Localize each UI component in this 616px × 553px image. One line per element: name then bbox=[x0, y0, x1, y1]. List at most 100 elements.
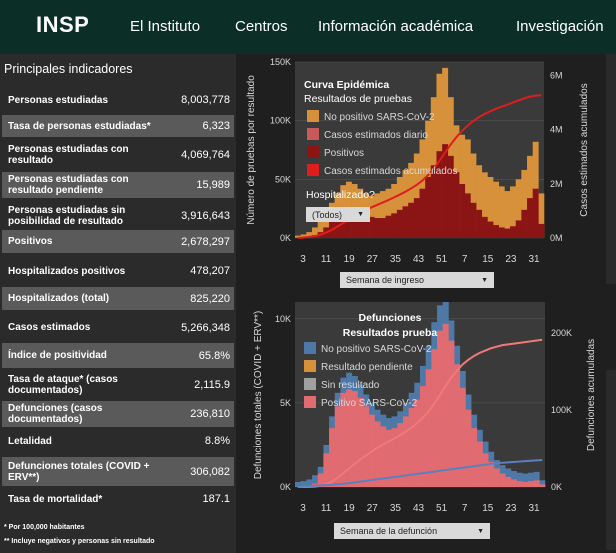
y2-tick-label: 0M bbox=[550, 233, 563, 243]
indicator-row: Hospitalizados positivos 478,207 bbox=[2, 259, 234, 283]
nav-centros[interactable]: Centros bbox=[235, 18, 288, 35]
indicator-label: Índice de positividad bbox=[8, 350, 107, 361]
positive-deaths-bar bbox=[391, 428, 398, 487]
hospitalized-filter-label: Hospitalizado? bbox=[306, 189, 375, 201]
positive-deaths-bar bbox=[323, 453, 330, 487]
legend-label: Sin resultado bbox=[321, 380, 380, 391]
positive-deaths-bar bbox=[465, 409, 472, 487]
negative-bar bbox=[385, 188, 392, 238]
positive-deaths-bar bbox=[459, 387, 466, 487]
positive-bar bbox=[504, 228, 511, 238]
indicator-row: Positivos 2,678,297 bbox=[2, 230, 234, 253]
negative-bar bbox=[476, 165, 483, 238]
indicator-label: Tasa de personas estudiadas* bbox=[8, 120, 151, 132]
negative-deaths-bar bbox=[539, 480, 546, 487]
x-tick-label: 23 bbox=[505, 254, 517, 265]
indicator-label: Hospitalizados (total) bbox=[8, 293, 110, 304]
indicator-value: 5,266,348 bbox=[181, 321, 230, 334]
positive-deaths-bar bbox=[505, 476, 512, 487]
indicator-value: 478,207 bbox=[190, 265, 230, 277]
positive-bar bbox=[470, 202, 477, 238]
indicator-label: Tasa de mortalidad* bbox=[8, 493, 103, 505]
x-tick-label: 15 bbox=[482, 254, 494, 265]
x-tick-label: 51 bbox=[436, 503, 448, 514]
negative-deaths-bar bbox=[533, 471, 540, 487]
positive-deaths-bar bbox=[329, 428, 336, 487]
week-of-death-label: Semana de la defunción bbox=[340, 526, 438, 536]
x-tick-label: 27 bbox=[367, 254, 379, 265]
positive-deaths-bar bbox=[454, 364, 461, 487]
positive-deaths-bar bbox=[397, 423, 404, 487]
y-tick-label: 0K bbox=[280, 233, 291, 243]
positive-bar bbox=[510, 226, 517, 238]
chart-title: Curva Epidémica bbox=[304, 79, 389, 91]
legend-swatch bbox=[307, 128, 319, 140]
epidemic-curve-chart[interactable]: 0K 50K 100K 150K 0M 2M 4M 6M 3 11 19 27 35 43 51 7 15 23 3… bbox=[0, 0, 616, 300]
x-tick-label: 19 bbox=[344, 254, 356, 265]
x-tick-label: 31 bbox=[528, 503, 540, 514]
positive-deaths-bar bbox=[437, 330, 444, 487]
insp-logo[interactable]: INSP bbox=[36, 12, 90, 37]
x-tick-label: 11 bbox=[321, 503, 332, 514]
x-tick-label: 11 bbox=[321, 254, 332, 265]
y2-tick-label: 100K bbox=[551, 405, 572, 415]
negative-bar bbox=[402, 169, 409, 238]
hospitalized-filter-dropdown[interactable]: (Todos) ▼ bbox=[306, 207, 370, 222]
positive-bar bbox=[447, 155, 454, 238]
y2-tick-label: 0K bbox=[551, 482, 562, 492]
positive-bar bbox=[408, 202, 415, 238]
positive-bar bbox=[340, 211, 347, 238]
y2-tick-label: 6M bbox=[550, 71, 563, 81]
negative-bar bbox=[515, 179, 522, 238]
positive-bar bbox=[459, 184, 466, 238]
right-side-panel bbox=[606, 54, 616, 284]
negative-deaths-bar bbox=[306, 479, 313, 487]
cumulative-negative-deaths-line bbox=[297, 459, 543, 488]
chart-subtitle: Resultados prueba bbox=[343, 327, 438, 339]
nav-investigacion[interactable]: Investigación bbox=[516, 18, 604, 35]
negative-bar bbox=[306, 232, 313, 238]
y2-axis-title: Casos estimados acumulados bbox=[579, 83, 590, 216]
positive-bar bbox=[436, 151, 443, 238]
y-tick-label: 0K bbox=[280, 482, 291, 492]
positive-bar bbox=[430, 165, 437, 238]
positive-bar bbox=[527, 198, 533, 238]
y2-tick-label: 4M bbox=[550, 125, 563, 135]
positive-deaths-bar bbox=[374, 421, 381, 487]
x-tick-label: 19 bbox=[344, 503, 356, 514]
y-tick-label: 150K bbox=[270, 57, 291, 67]
legend-swatch bbox=[307, 146, 319, 158]
negative-deaths-bar bbox=[516, 472, 523, 487]
negative-bar bbox=[470, 153, 477, 238]
positive-deaths-bar bbox=[522, 481, 529, 487]
indicator-row: Letalidad 8.8% bbox=[2, 429, 234, 453]
positive-bar bbox=[357, 212, 364, 238]
y-axis-title: Número de pruebas por resultado bbox=[246, 75, 257, 225]
chevron-down-icon: ▼ bbox=[357, 211, 364, 218]
negative-bar bbox=[396, 176, 403, 238]
nav-el-instituto[interactable]: El Instituto bbox=[130, 18, 201, 35]
nav-informacion-academica[interactable]: Información académica bbox=[318, 18, 474, 35]
cumulative-positive-deaths-line bbox=[297, 338, 543, 488]
positive-deaths-bar bbox=[402, 416, 409, 487]
indicator-row: Tasa de ataque* (casos documentados) 2,11… bbox=[2, 372, 234, 398]
chevron-down-icon: ▼ bbox=[477, 527, 484, 535]
positive-deaths-bar bbox=[493, 468, 500, 487]
indicator-value: 6,323 bbox=[202, 120, 230, 132]
negative-bar bbox=[317, 220, 324, 238]
indicator-row: Defunciones (casos documentados) 236,810 bbox=[2, 401, 234, 427]
legend-swatch bbox=[304, 396, 316, 408]
negative-bar bbox=[413, 153, 420, 238]
positive-deaths-bar bbox=[476, 441, 483, 487]
indicator-label: Tasa de ataque* (casos documentados) bbox=[8, 374, 118, 396]
legend-label: Casos estimados diario bbox=[324, 130, 428, 141]
indicator-value: 65.8% bbox=[198, 349, 230, 362]
chart-title: Defunciones bbox=[358, 312, 421, 324]
positive-bar bbox=[391, 213, 398, 238]
week-of-admission-selector[interactable]: Semana de ingreso ▼ bbox=[340, 272, 494, 288]
week-of-death-selector[interactable]: Semana de la defunción ▼ bbox=[334, 523, 490, 539]
legend-swatch bbox=[304, 342, 316, 354]
indicator-value: 825,220 bbox=[190, 292, 230, 305]
positive-deaths-bar bbox=[340, 392, 347, 487]
